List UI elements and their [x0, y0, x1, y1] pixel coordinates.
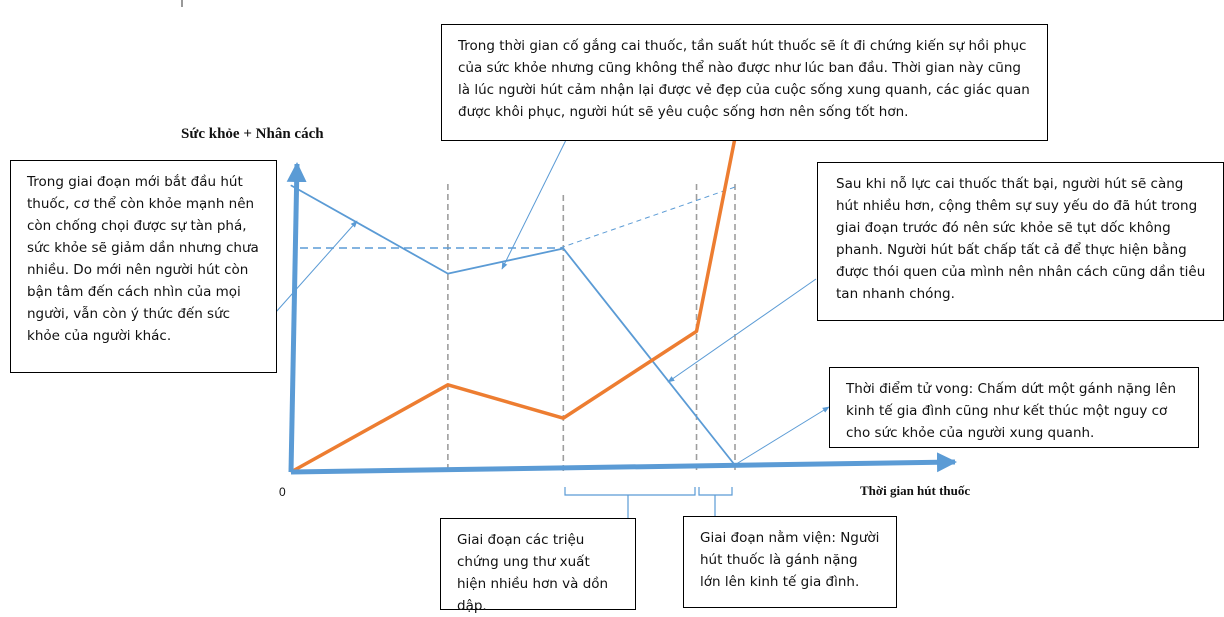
callout-hospital-stage: Giai đoạn nằm viện: Người hút thuốc là g…	[683, 516, 897, 608]
point-health-0	[290, 184, 292, 186]
stage-markers	[447, 184, 736, 472]
callout-quit-attempt: Trong thời gian cố gắng cai thuốc, tần s…	[441, 24, 1048, 141]
point-health-1	[447, 273, 449, 275]
pointer-quit-attempt	[501, 139, 567, 270]
point-personality-1	[447, 384, 449, 386]
series-line-personality	[290, 122, 740, 474]
x-axis	[290, 452, 957, 475]
callout-start-stage: Trong giai đoạn mới bắt đầu hút thuốc, c…	[10, 160, 277, 373]
recovery-extension-dashed-line	[559, 185, 739, 249]
symptoms-bracket	[564, 487, 696, 518]
callout-quit-failed: Sau khi nỗ lực cai thuốc thất bại, người…	[817, 162, 1224, 321]
x-axis-label: Thời gian hút thuốc	[860, 483, 970, 498]
series-line-health	[290, 184, 736, 466]
hospital-bracket	[698, 487, 733, 516]
point-personality-2	[562, 417, 564, 419]
pointer-quit-failed	[667, 278, 817, 383]
series-group	[290, 122, 740, 474]
y-axis-label: Sức khỏe + Nhân cách	[181, 126, 324, 142]
callout-death: Thời điểm tử vong: Chấm dứt một gánh nặn…	[829, 367, 1199, 448]
callout-symptoms-stage: Giai đoạn các triệu chứng ung thư xuất h…	[440, 518, 636, 614]
origin-label: 0	[279, 485, 286, 499]
y-axis	[286, 162, 307, 473]
point-health-2	[562, 247, 564, 249]
point-personality-3	[696, 330, 698, 332]
pointer-start	[275, 220, 358, 313]
pointer-death	[732, 406, 830, 467]
